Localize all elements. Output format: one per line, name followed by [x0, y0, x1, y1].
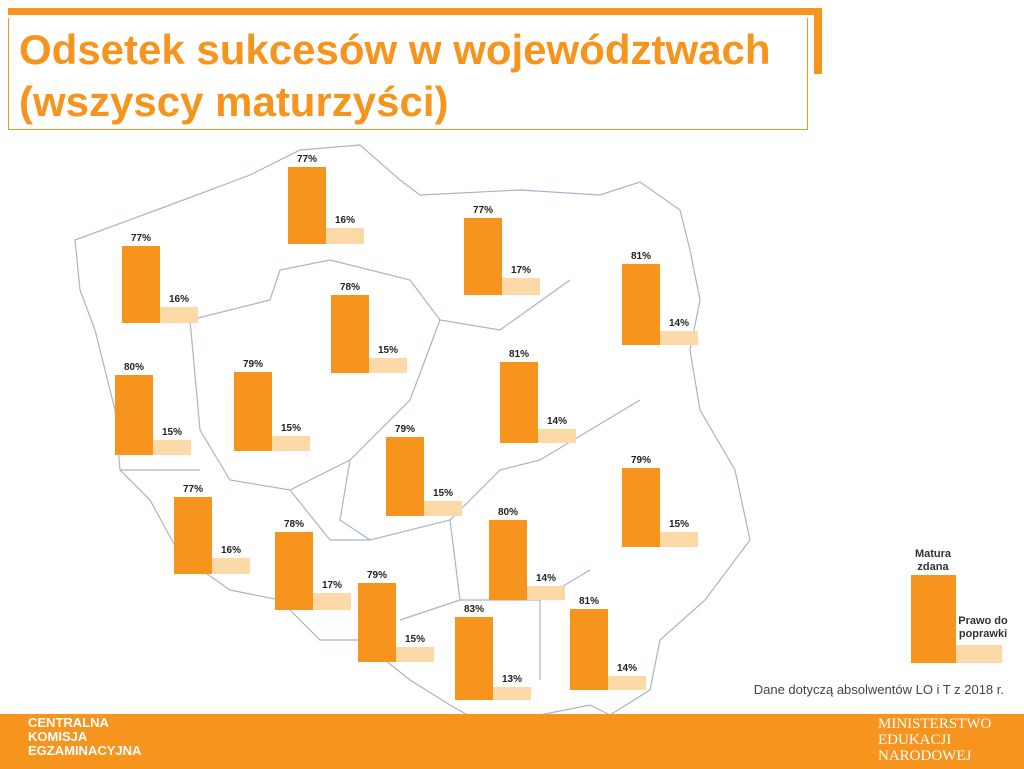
bar — [608, 676, 646, 690]
bar — [500, 362, 538, 443]
bar — [396, 647, 434, 662]
footer-line: KOMISJA — [28, 729, 88, 744]
note: Dane dotyczą absolwentów LO i T z 2018 r… — [753, 682, 1004, 697]
bar — [272, 436, 310, 451]
value-label: 15% — [405, 634, 425, 645]
value-label: 15% — [669, 519, 689, 530]
bar — [358, 583, 396, 662]
value-label: 79% — [631, 455, 651, 466]
value-label: 77% — [131, 233, 151, 244]
title-accent — [814, 8, 822, 74]
value-label: 79% — [395, 424, 415, 435]
bar — [660, 331, 698, 345]
bar — [122, 246, 160, 323]
bar — [660, 532, 698, 547]
value-label: 81% — [509, 349, 529, 360]
value-label: 79% — [367, 570, 387, 581]
value-label: 83% — [464, 604, 484, 615]
bar — [493, 687, 531, 700]
value-label: 15% — [378, 345, 398, 356]
chart-title: Odsetek sukcesów w województwach (wszysc… — [8, 18, 808, 130]
bar — [527, 586, 565, 600]
footer-line: EDUKACJI — [878, 732, 952, 748]
footer-line: MINISTERSTWO — [878, 716, 992, 732]
legend-swatch — [911, 575, 956, 663]
value-label: 15% — [162, 427, 182, 438]
bar — [313, 593, 351, 610]
value-label: 78% — [284, 519, 304, 530]
bar — [455, 617, 493, 700]
footer-band — [0, 714, 1024, 769]
value-label: 78% — [340, 282, 360, 293]
bar — [538, 429, 576, 443]
footer-right: MINISTERSTWO EDUKACJI NARODOWEJ — [878, 716, 991, 764]
bar — [502, 278, 540, 295]
value-label: 15% — [433, 488, 453, 499]
value-label: 14% — [536, 573, 556, 584]
value-label: 79% — [243, 359, 263, 370]
bar — [489, 520, 527, 600]
bar — [464, 218, 502, 295]
value-label: 17% — [322, 580, 342, 591]
legend-swatch — [956, 645, 1002, 663]
value-label: 77% — [473, 205, 493, 216]
value-label: 14% — [547, 416, 567, 427]
bar — [160, 307, 198, 323]
value-label: 77% — [183, 484, 203, 495]
footer-line: CENTRALNA — [28, 715, 109, 730]
bar — [369, 358, 407, 373]
bar — [326, 228, 364, 244]
value-label: 15% — [281, 423, 301, 434]
bar — [115, 375, 153, 455]
bar — [288, 167, 326, 244]
bar — [212, 558, 250, 574]
title-bar — [8, 8, 822, 15]
bar — [424, 501, 462, 516]
value-label: 13% — [502, 674, 522, 685]
value-label: 81% — [579, 596, 599, 607]
bar — [234, 372, 272, 451]
value-label: 80% — [498, 507, 518, 518]
value-label: 17% — [511, 265, 531, 276]
footer-line: NARODOWEJ — [878, 748, 972, 764]
bar — [622, 468, 660, 547]
legend-label: Matura zdana — [914, 548, 952, 573]
bar — [275, 532, 313, 610]
value-label: 16% — [221, 545, 241, 556]
value-label: 80% — [124, 362, 144, 373]
value-label: 16% — [169, 294, 189, 305]
value-label: 81% — [631, 251, 651, 262]
bar — [386, 437, 424, 516]
legend-label: Prawo do poprawki — [958, 615, 1008, 640]
bar — [153, 440, 191, 455]
footer-left: CENTRALNA KOMISJA EGZAMINACYJNA — [28, 716, 141, 758]
value-label: 77% — [297, 154, 317, 165]
footer-line: EGZAMINACYJNA — [28, 743, 142, 758]
bar — [331, 295, 369, 373]
bar — [622, 264, 660, 345]
value-label: 16% — [335, 215, 355, 226]
value-label: 14% — [617, 663, 637, 674]
bar — [174, 497, 212, 574]
value-label: 14% — [669, 318, 689, 329]
bar — [570, 609, 608, 690]
